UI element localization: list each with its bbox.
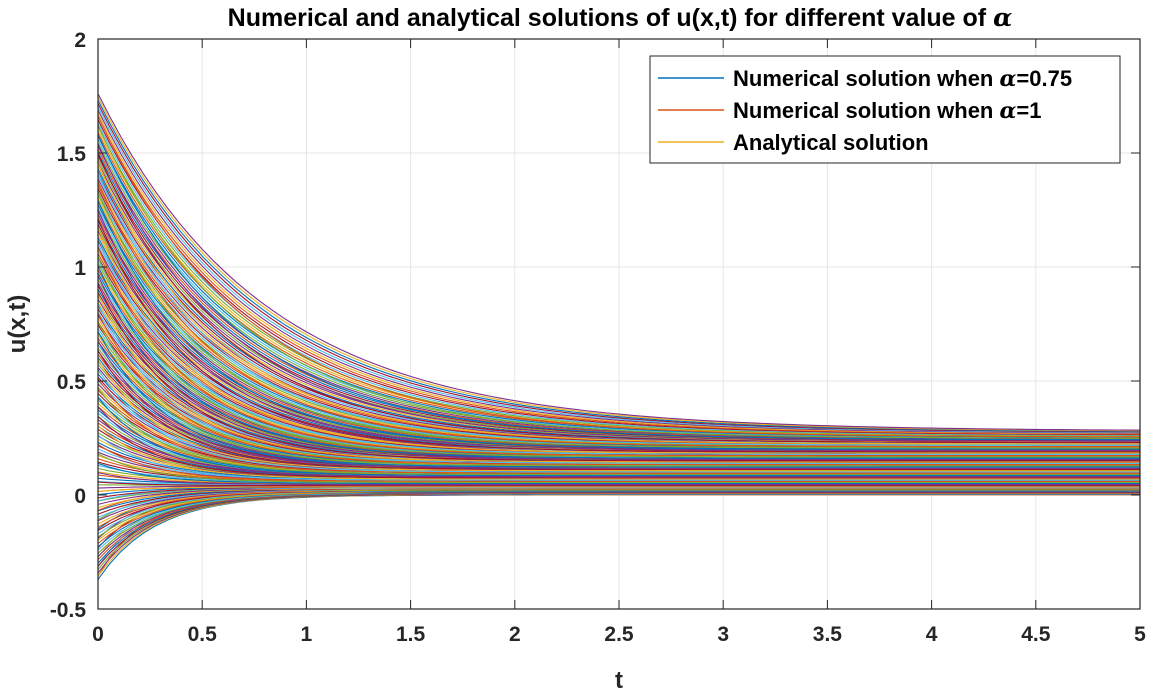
solution-curve (97, 275, 1140, 461)
y-tick-label: -0.5 (50, 599, 87, 622)
solution-curve (97, 181, 1140, 448)
x-tick-label: 2 (509, 623, 521, 646)
solution-curve (97, 162, 1141, 445)
x-tick-label: 0 (92, 623, 104, 646)
legend-label: Analytical solution (733, 130, 929, 155)
solution-curve (97, 99, 1141, 432)
x-tick-label: 3 (717, 623, 729, 646)
solution-curve (97, 425, 1140, 480)
solution-curve (97, 331, 1140, 468)
solution-curve (97, 153, 1140, 444)
y-tick-label: 2 (74, 29, 86, 52)
legend-label: Numerical solution when α=0.75 (733, 66, 1072, 92)
x-tick-label: 0.5 (188, 623, 218, 646)
chart-title: Numerical and analytical solutions of u(… (228, 3, 1013, 32)
solution-curve (97, 359, 1140, 472)
legend-box (649, 55, 1121, 164)
solution-curve (97, 256, 1140, 458)
solution-curve (97, 387, 1140, 475)
y-tick-label: 0 (74, 485, 86, 508)
y-tick-label: 1.5 (57, 143, 87, 166)
solution-curve (97, 93, 1140, 431)
solution-curve (97, 350, 1140, 471)
x-tick-label: 5 (1134, 623, 1146, 646)
solution-curve (97, 106, 1140, 433)
solution-curve (97, 209, 1140, 452)
solution-curve (97, 125, 1140, 439)
solution-curve (97, 219, 1140, 453)
solution-curve (97, 322, 1140, 467)
solution-curve (97, 486, 1140, 493)
solution-curve (97, 378, 1140, 474)
solution-curve (97, 397, 1140, 477)
solution-curve (97, 96, 1140, 432)
x-tick-label: 4.5 (1021, 623, 1051, 646)
solution-curve (97, 487, 1140, 502)
solution-curve (97, 284, 1140, 462)
legend: Numerical solution when α=0.75 Numerical … (649, 55, 1121, 164)
solution-curve (97, 115, 1141, 438)
solution-curve (97, 172, 1140, 446)
solution-curve (97, 200, 1140, 450)
solution-curve (97, 103, 1141, 433)
solution-curve (97, 462, 1140, 485)
x-tick-label: 1.5 (396, 623, 426, 646)
curves (97, 93, 1141, 580)
solution-curve (97, 109, 1141, 434)
x-tick-label: 2.5 (604, 623, 634, 646)
solution-curve (97, 294, 1140, 463)
legend-label: Numerical solution when α=1 (733, 98, 1042, 124)
x-axis-label: t (615, 667, 623, 693)
x-tick-label: 4 (926, 623, 938, 646)
y-axis-label: u(x,t) (4, 295, 31, 354)
solution-curve (97, 415, 1140, 479)
solution-curve (97, 481, 1140, 487)
chart-title-alpha: α (993, 3, 1012, 32)
chart-title-text: Numerical and analytical solutions of u(… (228, 4, 993, 32)
x-tick-label: 3.5 (813, 623, 843, 646)
y-tick-label: 0.5 (57, 371, 87, 394)
solution-curve (97, 265, 1140, 459)
ticks: 0 0.5 1 1.5 2 2.5 3 3.5 4 4.5 5-0.500.511.52 (50, 29, 1146, 646)
solution-curve (97, 237, 1140, 455)
solution-curve (97, 190, 1140, 449)
solution-curve (97, 406, 1140, 478)
x-tick-label: 1 (301, 623, 313, 646)
solution-curve (97, 247, 1140, 457)
solution-curve (97, 126, 1140, 437)
solution-curve (97, 341, 1140, 469)
solution-curve (97, 143, 1140, 442)
solution-curve (97, 312, 1140, 466)
solution-curve (97, 434, 1140, 481)
solution-curve (97, 472, 1140, 486)
solution-curve (97, 228, 1140, 454)
solution-curve (97, 369, 1140, 473)
solution-curve (97, 444, 1140, 482)
solution-curve (97, 119, 1140, 436)
solution-curve (97, 116, 1141, 435)
solution-curve (97, 303, 1140, 464)
solution-curve (97, 113, 1140, 435)
solution-curve (97, 134, 1140, 441)
y-tick-label: 1 (74, 257, 86, 280)
solution-curve (97, 453, 1140, 483)
